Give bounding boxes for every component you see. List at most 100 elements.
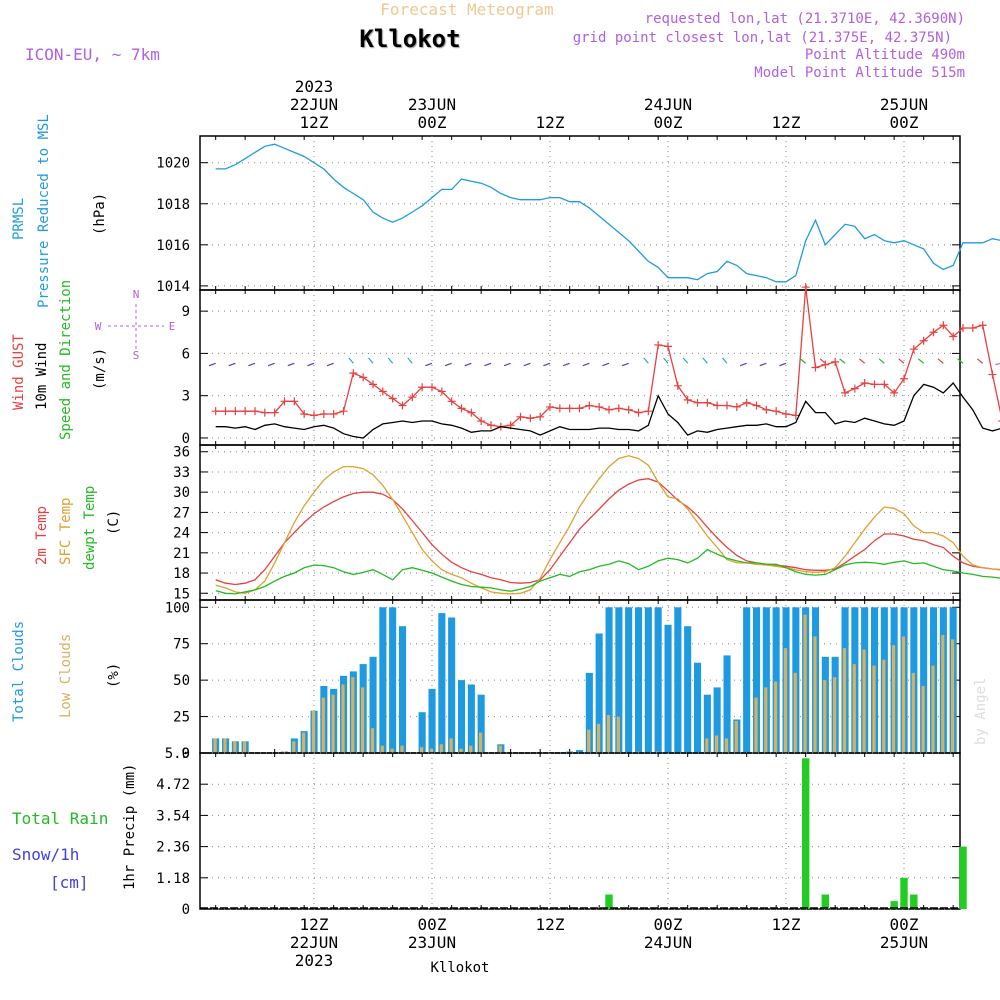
wind-dir-arrow [937,358,944,364]
rain-bar [821,894,829,909]
y-tick-label: 100 [165,600,190,616]
gust-point [329,410,338,418]
gust-point [752,401,761,410]
point-altitude: Point Altitude 490m [805,47,965,63]
low-cloud-bar [498,745,502,753]
panel-1: 0 3 6 9 N S W E Wind GUST 10m Wind Speed and Direc… [11,280,1000,447]
low-cloud-bar [931,665,935,753]
total-cloud-bar [694,662,702,753]
bottom-time-label: 00Z [890,915,919,934]
panel-frame [199,752,961,910]
y-tick-label: 50 [173,673,190,689]
low-cloud-bar [449,738,453,753]
gust-point [546,402,554,411]
low-cloud-bar [606,715,611,753]
y-tick-label: 1014 [156,279,190,295]
wind-dir-arrow [759,362,767,367]
wind-dir-arrow [702,357,708,364]
gust-point [241,407,250,416]
bottom-year-label: 2023 [295,951,334,970]
ylabel-prmsl: PRMSL [11,198,27,240]
wind-dir-arrow [582,362,590,367]
gust-point [732,402,741,411]
rain-bar [890,901,898,909]
gust-point [418,383,427,392]
top-time-label: 00Z [890,113,919,132]
top-year-label: 2023 [295,77,334,96]
ylabel-unit: (hPa) [92,193,108,235]
gust-point [900,374,908,383]
gust-point [762,405,771,414]
y-tick-label: 0 [182,431,190,447]
gust-point [821,360,830,369]
y-tick-label: 1020 [156,156,190,172]
rain-bar [959,846,967,909]
y-tick-label: 36 [173,445,190,461]
low-cloud-bar [341,684,345,753]
top-time-label: 00Z [654,113,683,132]
wind-dir-arrow [464,362,472,367]
gust-point [231,407,240,416]
requested-coords: requested lon,lat (21.3710E, 42.3690N) [645,11,965,27]
total-cloud-bar [477,694,485,753]
total-cloud-bar [605,607,613,753]
gust-point [487,421,495,430]
ylabel-dewpt: dewpt Temp [82,486,98,570]
bottom-time-label: 00Z [418,915,447,934]
total-cloud-bar [674,607,682,753]
bottom-time-label: 12Z [772,915,801,934]
panel-3: 0 25 50 75 100 Total Clouds Low Clouds (%) [11,599,961,762]
low-cloud-bar [370,728,375,753]
ylabel-unit: (C) [106,510,122,535]
low-cloud-bar [842,648,847,753]
ylabel-unit: 1hr Precip (mm) [122,764,138,890]
wind-dir-arrow [621,362,629,367]
low-cloud-bar [803,614,807,753]
total-cloud-bar [448,617,456,753]
gust-point [447,397,456,406]
total-cloud-bar [458,680,466,753]
panel-frame [199,444,961,601]
wind-dir-arrow [267,362,275,367]
low-cloud-bar [705,738,709,753]
y-tick-label: 1018 [156,197,190,213]
y-tick-label: 1.18 [156,871,190,887]
panel-0: 1014 1016 1018 1020 PRMSL Pressure Reduced to… [11,114,1000,308]
gust-point [310,411,318,420]
footer-location: Kllokot [430,960,489,976]
gust-point [713,401,722,410]
low-cloud-bar [793,672,797,753]
wind-dir-arrow [348,357,354,364]
low-cloud-bar [292,741,296,753]
low-cloud-bar [420,747,424,753]
low-cloud-bar [724,738,729,753]
gust-point [270,408,279,417]
gust-point [221,407,230,416]
wind-dir-arrow [228,362,236,367]
gust-point [988,370,997,379]
low-cloud-bar [783,648,788,753]
top-time-label: 00Z [418,113,447,132]
wind-dir-arrow [287,362,295,367]
low-cloud-bar [243,741,247,753]
gust-point [831,357,840,366]
bottom-date-label: 24JUN [644,933,692,952]
wind-dir-arrow [957,358,964,364]
rain-bar [910,894,918,909]
gust-point [565,404,574,413]
top-time-label: 12Z [300,113,329,132]
gust-point [319,410,328,418]
gust-point [211,407,220,416]
total-cloud-bar [713,687,721,753]
gust-point [801,283,810,292]
total-cloud-bar [703,694,711,753]
gust-point [949,332,958,341]
series-line-0 [215,287,1000,428]
y-tick-label: 5.9 [165,746,190,762]
gust-point [634,408,643,417]
total-cloud-bar [379,607,387,753]
top-time-label: 12Z [536,113,565,132]
panel-4: 0 1.18 2.36 3.54 4.72 5.9 Total Rain Snow/1h [cm… [12,746,967,918]
top-date-label: 25JUN [880,95,928,114]
